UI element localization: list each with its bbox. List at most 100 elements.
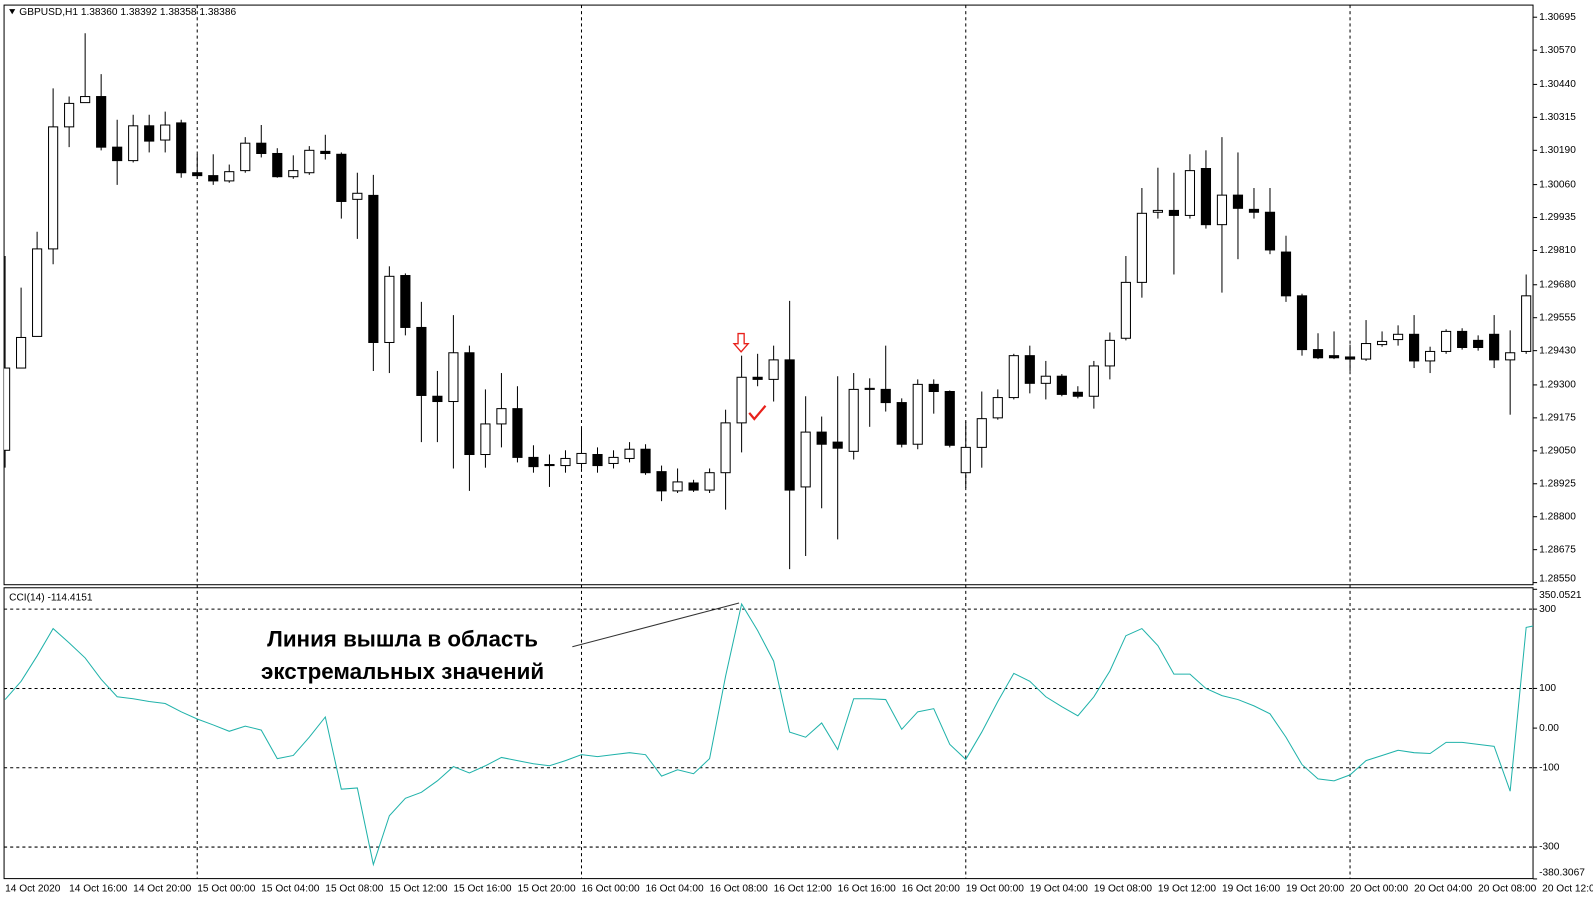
candle-body xyxy=(1489,333,1500,361)
candle-body xyxy=(176,122,187,174)
y-tick-label: 1.30570 xyxy=(1539,45,1576,56)
x-tick-label: 19 Oct 16:00 xyxy=(1222,883,1280,894)
candle-body xyxy=(944,390,955,446)
x-tick-label: 15 Oct 12:00 xyxy=(389,883,447,894)
candle-body xyxy=(720,422,731,474)
candle-body xyxy=(1473,339,1484,348)
main-title: GBPUSD,H1 1.38360 1.38392 1.38358 1.3838… xyxy=(19,7,236,18)
y-tick-label: 300 xyxy=(1539,604,1556,615)
candle-body xyxy=(416,326,427,396)
annotation-leader xyxy=(572,602,740,648)
x-tick-label: 15 Oct 00:00 xyxy=(197,883,255,894)
candle-body xyxy=(1505,352,1516,361)
cci-title: CCI(14) -114.4151 xyxy=(9,593,93,604)
candle-body xyxy=(880,388,891,404)
candle-body xyxy=(48,126,59,250)
candle-body xyxy=(304,149,315,174)
y-tick-label: 1.29810 xyxy=(1539,245,1576,256)
candle-body xyxy=(768,359,779,380)
x-tick-label: 19 Oct 12:00 xyxy=(1158,883,1216,894)
y-tick-label: 1.28550 xyxy=(1539,573,1576,584)
candle-body xyxy=(64,102,75,128)
candle-body xyxy=(1152,209,1163,213)
x-tick-label: 19 Oct 04:00 xyxy=(1030,883,1088,894)
y-tick-label: -100 xyxy=(1539,762,1560,773)
candle-body xyxy=(1409,333,1420,362)
y-tick-label: 1.28675 xyxy=(1539,544,1576,555)
main-panel xyxy=(3,4,1534,586)
candle-body xyxy=(592,453,603,467)
cci-panel xyxy=(3,587,1534,880)
candle-body xyxy=(976,418,987,448)
candle-body xyxy=(1184,170,1196,216)
x-tick-label: 16 Oct 20:00 xyxy=(902,883,960,894)
x-tick-label: 16 Oct 04:00 xyxy=(646,883,704,894)
y-tick-label: 1.29050 xyxy=(1539,446,1576,457)
y-tick-label: 1.30695 xyxy=(1539,12,1576,23)
x-tick-label: 16 Oct 00:00 xyxy=(581,883,639,894)
candle-body xyxy=(688,482,699,491)
candle-body xyxy=(1168,209,1180,216)
candle-body xyxy=(1296,295,1308,351)
candle-body xyxy=(544,464,555,467)
candle-body xyxy=(192,172,203,177)
y-tick-label: 1.29300 xyxy=(1539,380,1576,391)
candle-body xyxy=(512,408,523,458)
candle-body xyxy=(256,142,267,154)
x-tick-label: 20 Oct 00:00 xyxy=(1350,883,1408,894)
x-tick-label: 14 Oct 2020 xyxy=(5,883,61,894)
candle-body xyxy=(1376,340,1388,346)
x-tick-label: 15 Oct 16:00 xyxy=(453,883,511,894)
candle-body xyxy=(352,192,363,200)
candle-body xyxy=(1425,350,1436,362)
candle-body xyxy=(704,472,715,491)
candle-body xyxy=(112,146,123,162)
y-tick-label: -380.3067 xyxy=(1539,867,1585,878)
candle-body xyxy=(1392,333,1404,341)
candle-body xyxy=(928,383,939,393)
candle-body xyxy=(1136,212,1147,283)
candle-body xyxy=(384,275,395,343)
menu-triangle[interactable] xyxy=(9,9,16,15)
y-tick-label: 1.29935 xyxy=(1539,212,1576,223)
candle-body xyxy=(432,395,443,403)
candle-body xyxy=(208,175,219,182)
y-tick-label: 1.29430 xyxy=(1539,345,1576,356)
x-tick-label: 15 Oct 04:00 xyxy=(261,883,319,894)
candle-body xyxy=(656,471,667,492)
y-tick-label: 1.30440 xyxy=(1539,79,1576,90)
y-tick-label: 1.28800 xyxy=(1539,511,1576,522)
candle-body xyxy=(912,383,923,445)
candle-body xyxy=(16,336,27,369)
y-tick-label: 350.0521 xyxy=(1539,590,1582,601)
candle-body xyxy=(608,456,619,464)
x-tick-label: 15 Oct 08:00 xyxy=(325,883,383,894)
candle-body xyxy=(4,367,11,451)
x-tick-label: 20 Oct 12:00 xyxy=(1542,883,1593,894)
annotation: Линия вышла в область xyxy=(267,627,538,652)
x-tick-label: 16 Oct 16:00 xyxy=(838,883,896,894)
x-tick-label: 20 Oct 08:00 xyxy=(1478,883,1536,894)
candle-body xyxy=(288,170,299,178)
candle-body xyxy=(1008,355,1019,399)
candle-body xyxy=(496,408,507,425)
candle-body xyxy=(336,153,347,202)
candle-body xyxy=(1457,330,1468,348)
candle-body xyxy=(96,96,107,148)
y-tick-label: 1.30060 xyxy=(1539,179,1576,190)
x-tick-label: 19 Oct 08:00 xyxy=(1094,883,1152,894)
candle-body xyxy=(128,125,139,162)
candle-body xyxy=(1248,208,1260,213)
y-tick-label: 1.29175 xyxy=(1539,413,1576,424)
candle-body xyxy=(816,431,827,445)
candle-body xyxy=(1200,168,1212,226)
x-tick-label: 16 Oct 12:00 xyxy=(774,883,832,894)
y-tick-label: 1.29680 xyxy=(1539,279,1576,290)
candle-body xyxy=(448,352,459,403)
candle-body xyxy=(1072,391,1083,397)
candle-body xyxy=(672,481,683,492)
candle-body xyxy=(464,352,475,456)
candle-body xyxy=(1056,375,1067,395)
